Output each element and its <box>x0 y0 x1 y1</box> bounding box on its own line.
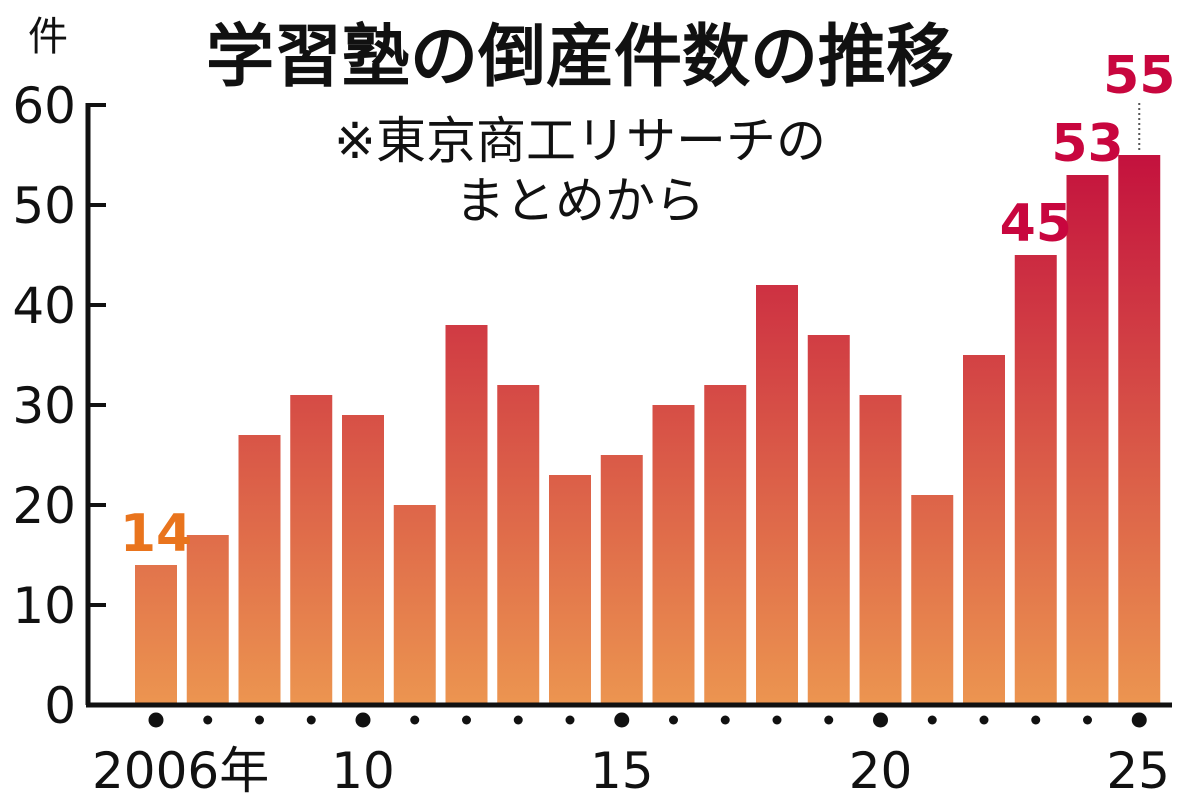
y-unit-label: 件 <box>28 14 68 60</box>
x-tick-dot <box>927 715 937 725</box>
y-axis: 0 10 20 30 40 50 60 <box>12 77 106 735</box>
x-tick-dot <box>1031 715 1041 725</box>
x-tick-dot <box>669 715 678 725</box>
x-tick-label: 2006年 <box>92 742 269 797</box>
bar-2021 <box>911 495 954 705</box>
bars <box>135 155 1161 705</box>
bar-2008 <box>238 435 281 705</box>
x-tick-dot <box>824 715 834 725</box>
x-tick-dot <box>306 715 316 725</box>
x-tick-dot <box>513 715 523 725</box>
bar-2018 <box>756 285 798 705</box>
x-tick-dot <box>410 715 420 725</box>
x-tick-dot <box>255 715 264 725</box>
data-label-2025: 55 <box>1103 46 1175 106</box>
bar-2013 <box>497 385 540 705</box>
bar-2025 <box>1118 155 1161 705</box>
x-tick-label: 15 <box>590 742 654 797</box>
y-tick-label: 40 <box>12 277 76 335</box>
data-label-2023: 45 <box>1000 194 1072 254</box>
bar-2015 <box>600 455 643 705</box>
x-tick-label: 20 <box>849 742 913 797</box>
x-tick-dot <box>462 715 471 725</box>
y-tick-label: 20 <box>12 477 76 535</box>
data-label-2006: 14 <box>120 504 192 564</box>
bar-2007 <box>186 535 229 705</box>
chart-subtitle-line-2: まとめから <box>455 172 705 230</box>
bar-2011 <box>393 505 436 705</box>
bar-2020 <box>859 395 902 705</box>
x-tick-dot <box>203 715 213 725</box>
data-label-2024: 53 <box>1051 114 1123 174</box>
bar-2022 <box>963 355 1005 705</box>
x-tick-dot <box>614 712 630 728</box>
x-tick-dot <box>873 712 888 728</box>
x-tick-dot <box>565 715 575 725</box>
chart-title: 学習塾の倒産件数の推移 <box>206 18 954 97</box>
y-tick-label: 30 <box>12 377 76 435</box>
x-tick-dot <box>1083 715 1092 725</box>
bar-2006 <box>135 565 177 705</box>
bar-2010 <box>342 415 384 705</box>
bar-2014 <box>549 475 591 705</box>
x-tick-dot <box>772 715 782 725</box>
y-tick-label: 0 <box>44 677 76 735</box>
x-tick-dot <box>979 715 989 725</box>
y-tick-label: 10 <box>12 577 76 635</box>
bar-2023 <box>1014 255 1057 705</box>
y-tick-label: 60 <box>12 77 76 135</box>
x-tick-label: 25 <box>1106 742 1170 797</box>
bar-2016 <box>652 405 695 705</box>
x-tick-dot <box>355 712 371 728</box>
x-tick-label: 10 <box>331 742 395 797</box>
y-tick-label: 50 <box>12 177 76 235</box>
bar-2017 <box>704 385 747 705</box>
x-axis: 2006年 10 15 20 25 <box>86 702 1172 797</box>
x-tick-dot <box>720 715 730 725</box>
chart-subtitle-line-1: ※東京商工リサーチの <box>334 112 826 170</box>
bar-2012 <box>445 325 488 705</box>
x-tick-dot <box>1131 712 1147 728</box>
bar-2009 <box>290 395 333 705</box>
bar-2019 <box>807 335 850 705</box>
data-labels: 14 45 53 55 <box>120 46 1176 564</box>
x-tick-dot <box>148 712 164 728</box>
bar-2024 <box>1066 175 1109 705</box>
